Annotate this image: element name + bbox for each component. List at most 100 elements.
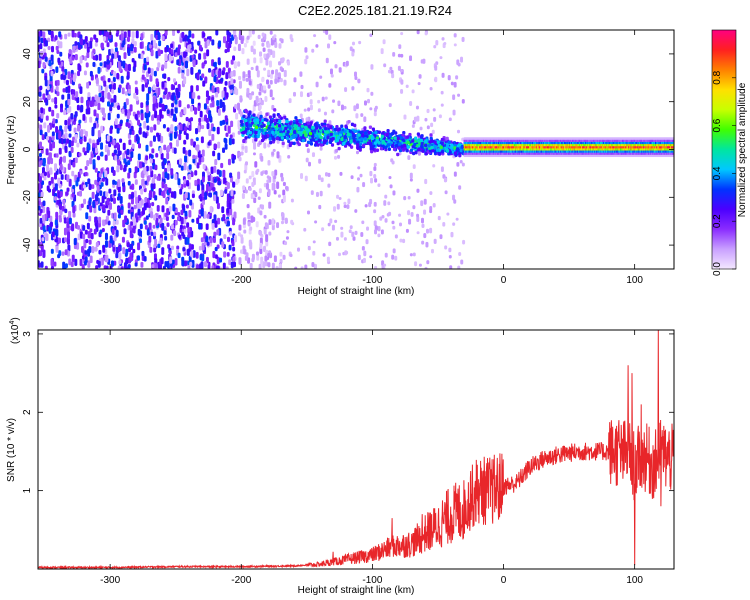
spectrogram-cell	[265, 182, 269, 190]
spectrogram-cell	[95, 195, 99, 202]
spectrogram-cell	[88, 183, 92, 191]
spectrogram-cell	[122, 219, 126, 228]
spectrogram-cell	[260, 128, 264, 133]
spectrogram-cell	[167, 144, 171, 152]
spectrogram-cell	[318, 158, 322, 164]
spectrogram-cell	[259, 51, 263, 57]
spectrogram-cell	[84, 250, 88, 255]
spectrogram-cell	[59, 41, 63, 49]
spectrogram-cell	[459, 160, 463, 164]
spectrogram-cell	[418, 74, 422, 79]
spectrogram-cell	[382, 39, 386, 45]
spectrogram-cell	[59, 190, 63, 197]
spectrogram-cell	[322, 253, 326, 257]
spectrogram-cell	[256, 118, 260, 122]
spectrogram-cell	[444, 245, 448, 250]
spectrogram-cell	[106, 135, 110, 142]
spectrogram-cell	[263, 214, 267, 219]
spectrogram-cell	[42, 159, 46, 167]
spectrogram-cell	[167, 76, 171, 82]
spectrogram-cell	[183, 139, 187, 145]
spectrogram-cell	[46, 164, 50, 172]
spectrogram-cell	[289, 34, 293, 40]
spectrogram-cell	[98, 92, 102, 98]
spectrogram-cell	[362, 143, 366, 148]
spectrogram-cell	[141, 83, 145, 92]
spectrogram-cell	[114, 42, 118, 48]
spectrogram-cell	[161, 222, 165, 231]
spectrogram-cell	[53, 261, 57, 267]
spectrogram-cell	[379, 146, 383, 151]
spectrogram-cell	[71, 94, 75, 100]
spectrogram-cell	[407, 155, 411, 160]
spectrogram-cell	[217, 60, 221, 66]
spectrogram-cell	[408, 218, 412, 225]
spectrogram-cell	[287, 155, 291, 159]
spectrogram-cell	[225, 40, 229, 49]
spectrogram-cell	[424, 31, 428, 36]
spectrogram-cell	[70, 261, 74, 268]
spectrogram-cell	[80, 96, 84, 104]
spectrogram-cell	[48, 30, 52, 35]
spectrogram-cell	[229, 231, 233, 236]
spectrogram-cell	[186, 248, 190, 256]
spectrogram-cell	[127, 209, 131, 214]
spectrogram-cell	[201, 184, 205, 192]
spectrogram-cell	[161, 247, 165, 255]
spectrogram-cell	[421, 240, 425, 245]
spectrogram-cell	[43, 171, 47, 177]
spectrogram-cell	[125, 122, 129, 127]
spectrogram-cell	[137, 119, 141, 126]
spectrogram-cell	[51, 231, 55, 238]
spectrogram-cell	[66, 238, 70, 245]
spectrogram-cell	[138, 127, 142, 135]
spectrogram-cell	[221, 241, 225, 248]
spectrogram-cell	[432, 108, 436, 112]
spectrogram-cell	[232, 30, 236, 35]
spectrogram-cell	[40, 146, 44, 154]
spectrogram-cell	[107, 92, 111, 100]
spectrogram-cell	[92, 143, 96, 148]
spectrogram-cell	[244, 118, 248, 123]
spectrogram-cell	[345, 60, 349, 67]
spectrogram-cell	[149, 140, 153, 147]
spectrogram-cell	[133, 92, 137, 99]
spectrogram-cell	[420, 141, 424, 146]
spectrogram-cell	[391, 73, 395, 79]
spectrogram-cell	[150, 211, 154, 219]
spectrogram-cell	[149, 126, 153, 133]
spectrogram-cell	[76, 104, 80, 111]
spectrogram-cell	[184, 210, 188, 217]
spectrogram-cell	[106, 54, 110, 60]
spectrogram-cell	[127, 202, 131, 209]
spectrogram-cell	[38, 192, 41, 198]
spectrogram-cell	[89, 228, 93, 233]
spectrogram-cell	[153, 214, 157, 221]
spectrogram-cell	[98, 172, 102, 178]
spectrogram-cell	[156, 175, 160, 181]
spectrogram-cell	[232, 246, 236, 252]
spectrogram-cell	[353, 123, 357, 128]
spectrogram-cell	[237, 61, 241, 67]
spectrogram-cell	[433, 144, 437, 149]
spectrogram-cell	[432, 164, 436, 168]
spectrogram-cell	[54, 163, 58, 172]
spectrogram-cell	[191, 259, 195, 268]
spectrogram-cell	[112, 220, 116, 227]
spectrogram-cell	[61, 66, 65, 72]
spectrogram-cell	[55, 211, 59, 219]
spectrogram-cell	[86, 103, 90, 109]
spectrogram-cell	[153, 124, 157, 131]
spectrogram-cell	[405, 228, 409, 233]
spectrogram-cell	[81, 255, 85, 260]
spectrogram-cell	[80, 129, 84, 137]
spectrogram-cell	[259, 114, 263, 119]
spectrogram-cell	[242, 71, 246, 79]
spectrogram-cell	[173, 131, 177, 139]
spectrogram-cell	[420, 200, 424, 207]
spectrogram-cell	[394, 143, 398, 148]
spectrogram-cell	[291, 135, 295, 139]
spectrogram-cell	[127, 84, 131, 90]
spectrogram-cell	[174, 106, 178, 114]
spectrogram-cell	[150, 154, 154, 159]
